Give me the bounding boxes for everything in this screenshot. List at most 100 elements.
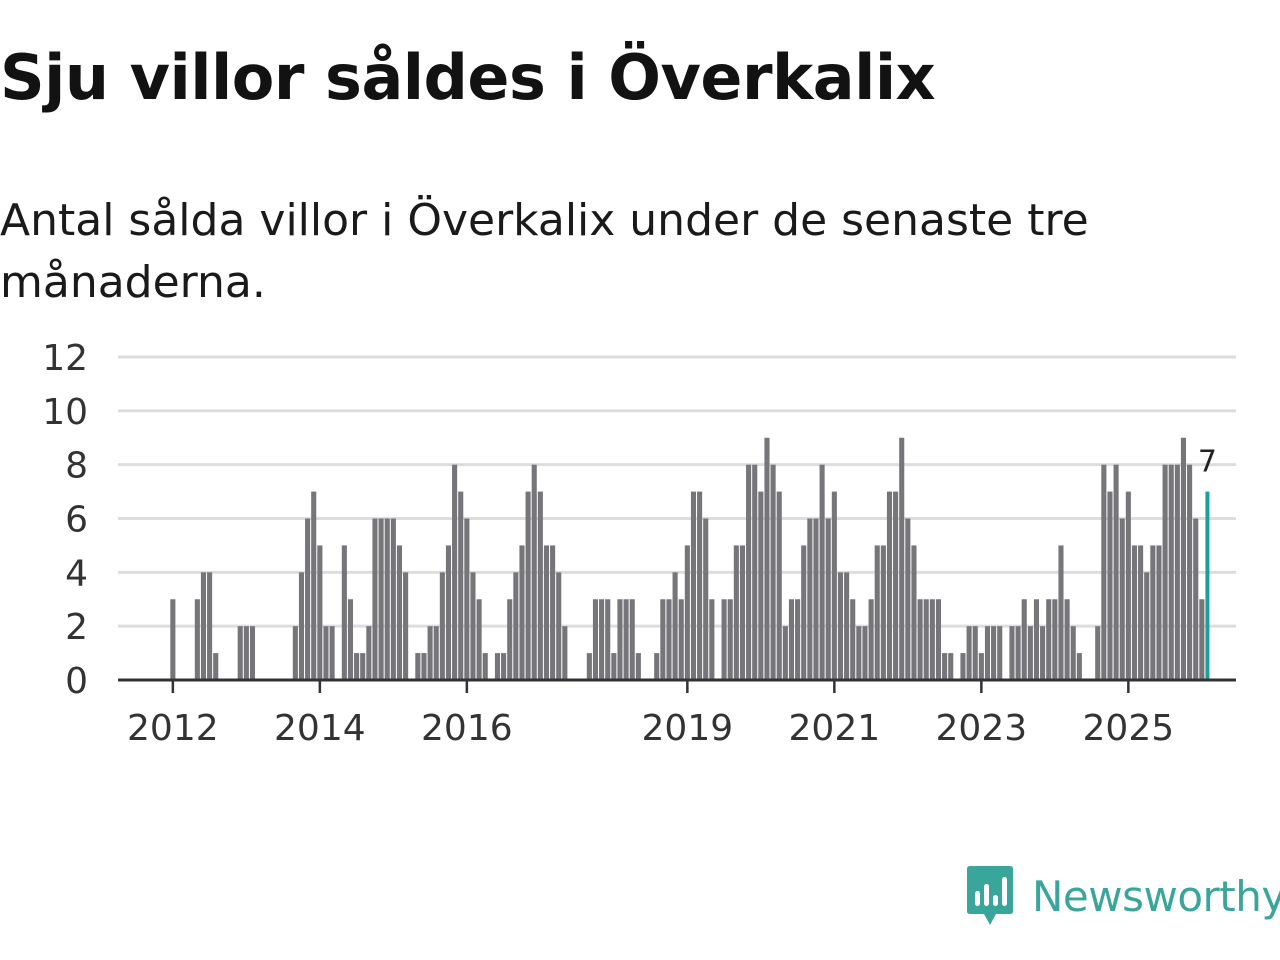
bar bbox=[213, 653, 219, 680]
bar bbox=[439, 572, 445, 680]
bar bbox=[599, 599, 605, 680]
bar bbox=[323, 626, 329, 680]
x-tick-label: 2019 bbox=[642, 708, 734, 749]
bar bbox=[384, 518, 390, 680]
bar bbox=[452, 464, 458, 680]
bar bbox=[1180, 437, 1187, 680]
bar bbox=[458, 491, 464, 680]
bar bbox=[948, 653, 954, 680]
bar bbox=[1064, 599, 1070, 680]
bar bbox=[611, 653, 617, 680]
bar bbox=[501, 653, 507, 680]
bar bbox=[752, 464, 758, 680]
bar bbox=[1033, 599, 1040, 680]
y-tick-label: 10 bbox=[42, 392, 88, 433]
bar-chart: 0 2 4 6 8 10 12 2012 2014 2016 2019 2021 2023 2025 7 bbox=[42, 338, 1236, 749]
bar bbox=[1168, 464, 1174, 680]
bar bbox=[360, 653, 366, 680]
bar bbox=[1046, 599, 1052, 680]
x-tick-label: 2023 bbox=[936, 708, 1028, 749]
brand-name: Newsworthy bbox=[1032, 871, 1280, 921]
y-tick-label: 2 bbox=[65, 607, 88, 648]
bar bbox=[801, 545, 807, 680]
bar bbox=[592, 599, 599, 680]
bar bbox=[507, 599, 513, 680]
bar bbox=[1015, 626, 1021, 680]
bar bbox=[237, 626, 243, 680]
bar bbox=[813, 518, 819, 680]
bar bbox=[678, 599, 684, 680]
bar bbox=[464, 518, 470, 680]
x-tick-label: 2025 bbox=[1083, 708, 1175, 749]
bar bbox=[396, 545, 403, 680]
bar bbox=[317, 545, 323, 680]
y-tick-label: 12 bbox=[42, 338, 88, 379]
bar bbox=[1070, 626, 1076, 680]
bar bbox=[1187, 464, 1193, 680]
bar bbox=[525, 491, 531, 680]
bar bbox=[170, 599, 176, 680]
bar bbox=[207, 572, 213, 680]
newsworthy-logo[interactable]: Newsworthy bbox=[964, 864, 1280, 928]
bar bbox=[421, 653, 427, 680]
bar bbox=[997, 626, 1003, 680]
bar bbox=[482, 653, 488, 680]
bar bbox=[911, 545, 917, 680]
bar bbox=[942, 653, 948, 680]
bar bbox=[764, 437, 770, 680]
bar bbox=[721, 599, 727, 680]
bar bbox=[825, 518, 831, 680]
bar bbox=[415, 653, 421, 680]
bar bbox=[531, 464, 537, 680]
bar bbox=[605, 599, 611, 680]
bar bbox=[513, 572, 519, 680]
bar bbox=[770, 464, 776, 680]
bar bbox=[709, 599, 715, 680]
bar bbox=[960, 653, 966, 680]
bar bbox=[1162, 464, 1168, 680]
bar bbox=[893, 491, 899, 680]
bar bbox=[586, 653, 592, 680]
bar bbox=[991, 626, 997, 680]
bar bbox=[556, 572, 562, 680]
bar bbox=[292, 626, 298, 680]
bar bbox=[1138, 545, 1144, 680]
bar bbox=[194, 599, 200, 680]
y-tick-label: 0 bbox=[65, 661, 88, 702]
bar bbox=[249, 626, 256, 680]
bar bbox=[1040, 626, 1046, 680]
bar bbox=[617, 599, 623, 680]
y-tick-label: 4 bbox=[65, 553, 88, 594]
bar bbox=[788, 599, 795, 680]
bar bbox=[1107, 491, 1113, 680]
bar bbox=[868, 599, 874, 680]
bar bbox=[966, 626, 972, 680]
bar bbox=[427, 626, 433, 680]
bar bbox=[856, 626, 862, 680]
bar bbox=[905, 518, 911, 680]
bar bbox=[1021, 599, 1027, 680]
bar bbox=[1058, 545, 1064, 680]
bar bbox=[782, 626, 788, 680]
bar bbox=[433, 626, 439, 680]
bar bbox=[537, 491, 543, 680]
bar bbox=[1131, 545, 1138, 680]
bar bbox=[1156, 545, 1162, 680]
bar bbox=[1193, 518, 1199, 680]
bar bbox=[654, 653, 660, 680]
x-tick-label: 2014 bbox=[274, 708, 366, 749]
bar bbox=[243, 626, 249, 680]
bar bbox=[354, 653, 360, 680]
y-tick-label: 8 bbox=[65, 446, 88, 487]
bar bbox=[341, 545, 347, 680]
bar bbox=[390, 518, 396, 680]
bar bbox=[733, 545, 739, 680]
bar bbox=[917, 599, 923, 680]
newsworthy-logo-icon bbox=[967, 866, 1013, 925]
bar bbox=[746, 464, 752, 680]
bar bbox=[795, 599, 801, 680]
bar bbox=[329, 626, 335, 680]
bar bbox=[844, 572, 850, 680]
bar bbox=[862, 626, 868, 680]
bar bbox=[1150, 545, 1156, 680]
